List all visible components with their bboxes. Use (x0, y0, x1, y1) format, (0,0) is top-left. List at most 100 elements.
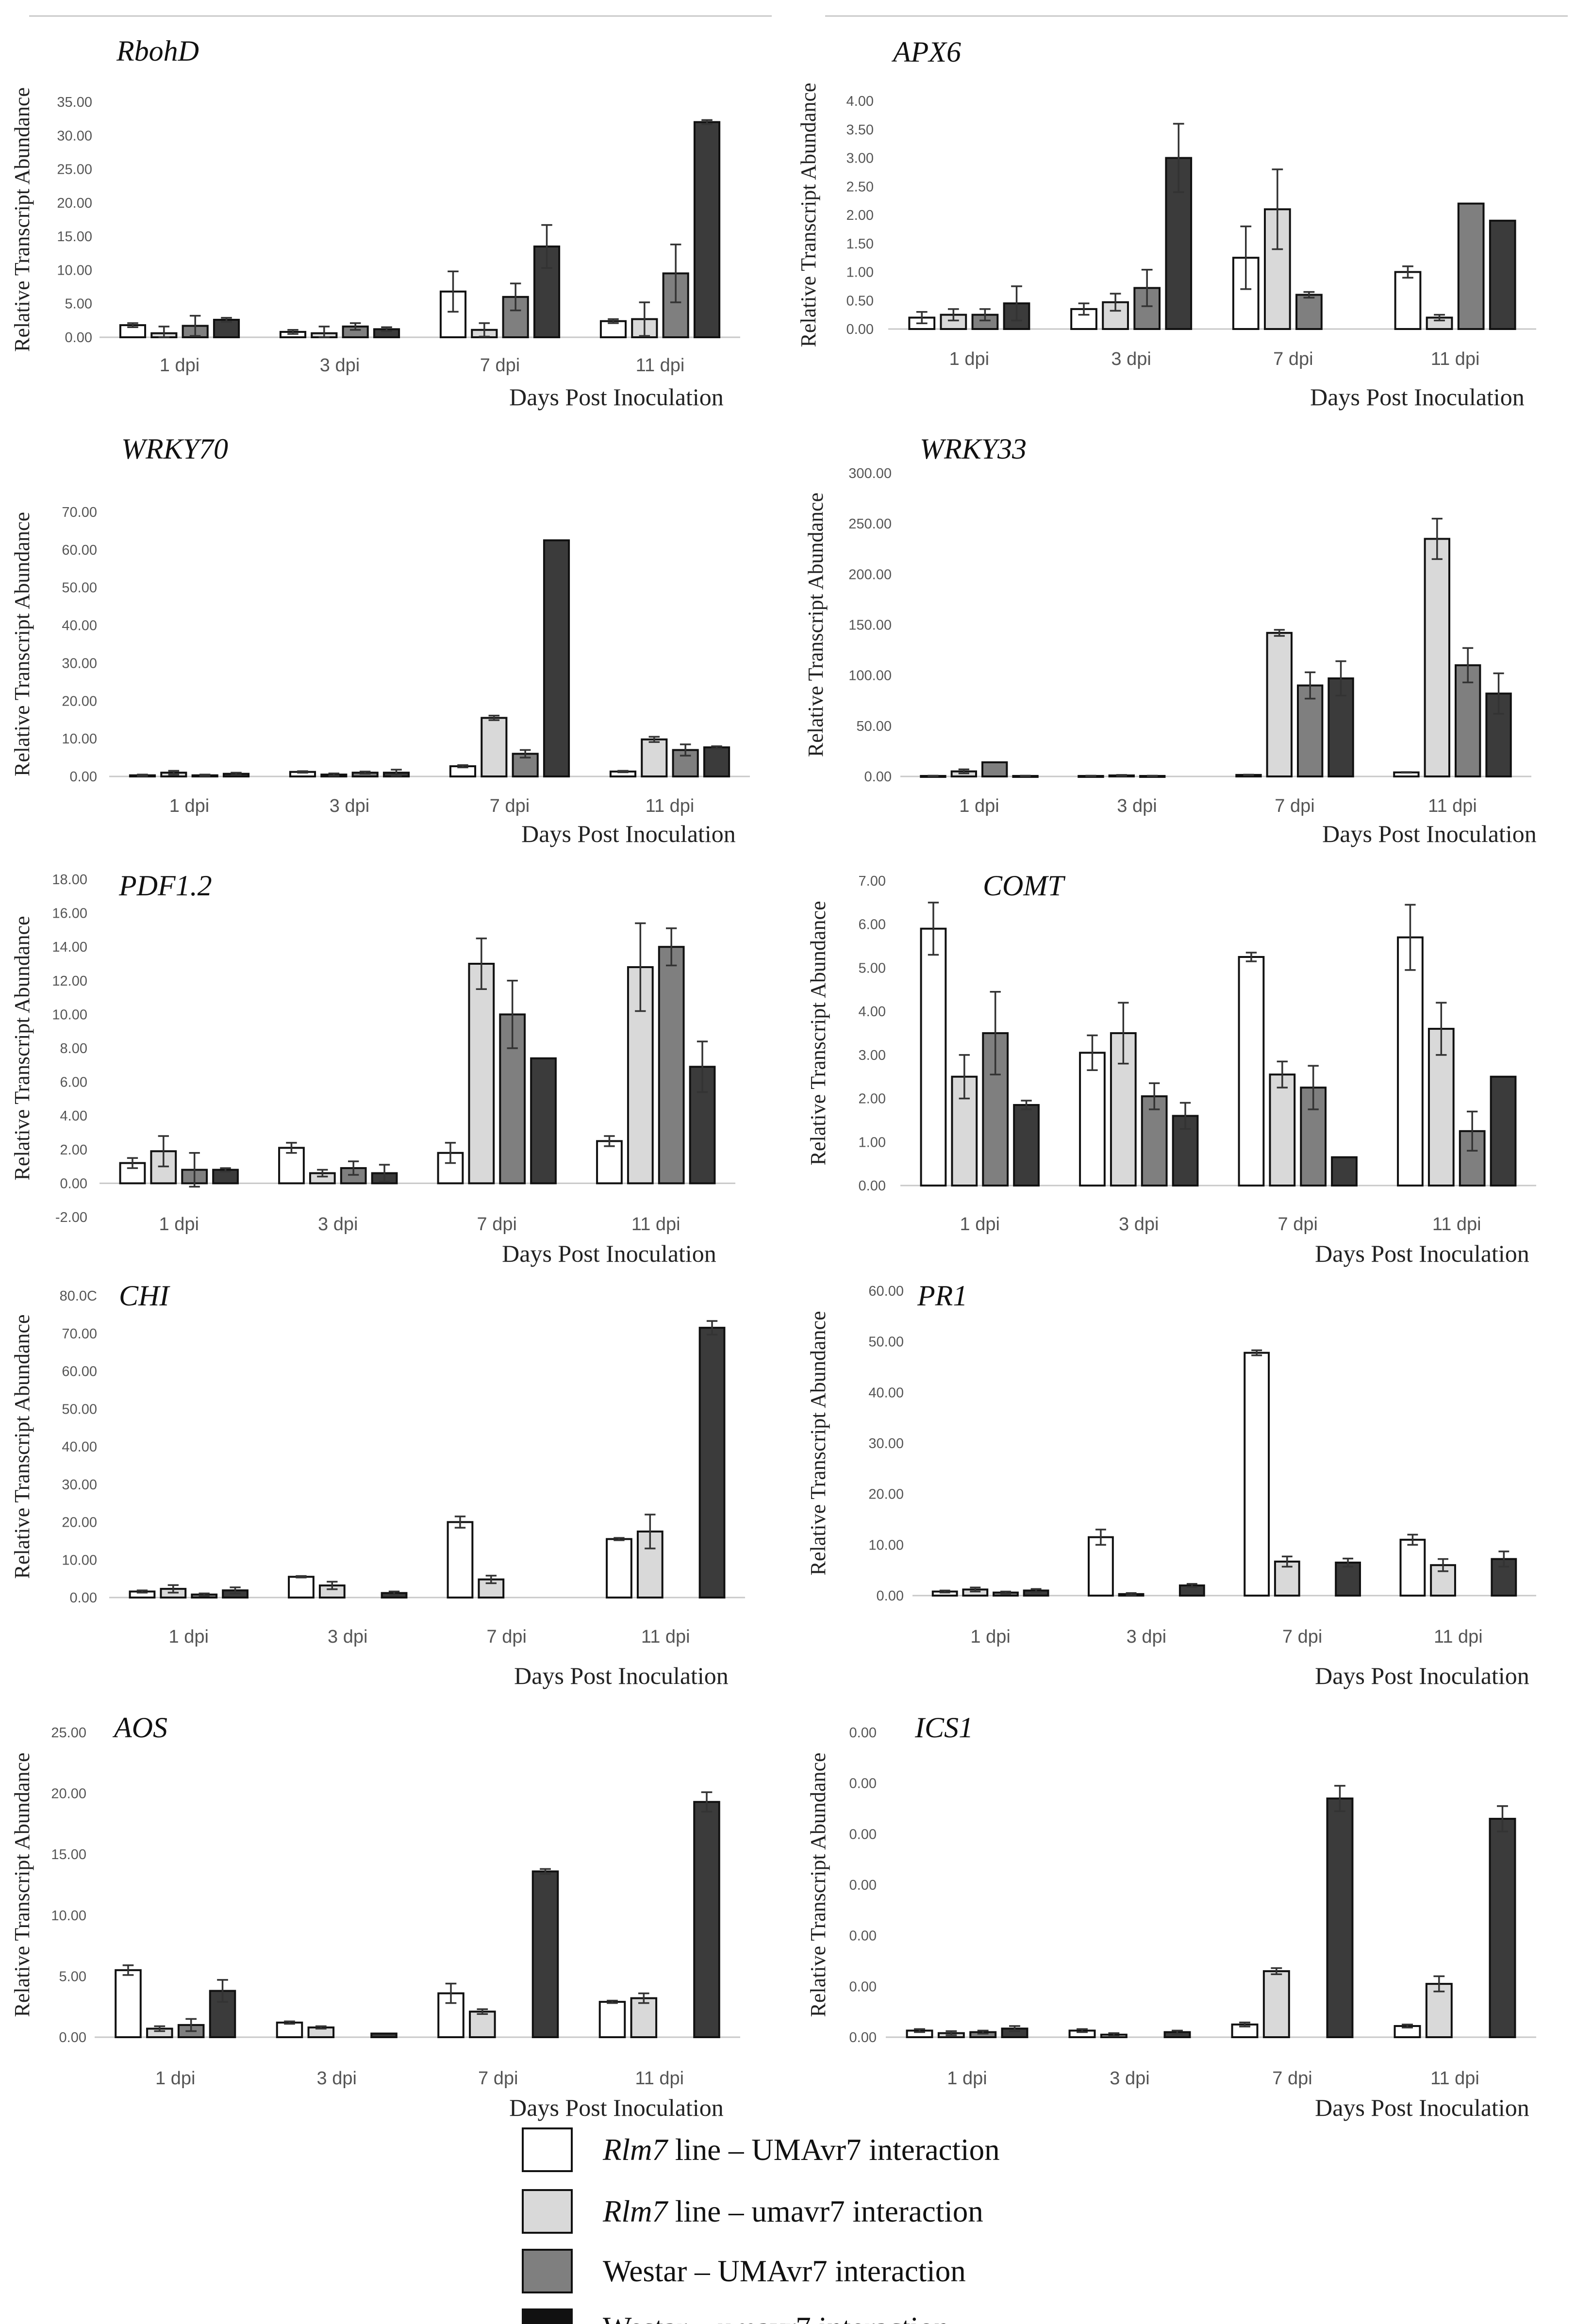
x-axis-label: Days Post Inoculation (514, 1662, 729, 1689)
error-bar (1147, 775, 1158, 777)
error-bar (1274, 629, 1285, 637)
y-tick-label: -2.00 (55, 1210, 87, 1225)
error-bar (488, 714, 500, 721)
legend-swatch (522, 2189, 573, 2234)
error-bar (607, 1999, 618, 2004)
error-bar (479, 322, 490, 338)
y-tick-label: 20.00 (62, 693, 97, 709)
y-tick-label: 10.00 (51, 1908, 86, 1924)
x-tick-label: 1 dpi (959, 796, 999, 816)
error-bar (136, 1589, 148, 1594)
bar (698, 1327, 726, 1599)
error-bar (939, 1589, 950, 1594)
x-tick-label: 1 dpi (960, 1214, 1000, 1235)
error-bar (916, 311, 928, 324)
x-axis-label: Days Post Inoculation (1315, 1662, 1529, 1689)
error-bar (1343, 1557, 1354, 1568)
y-tick-label: 4.00 (846, 94, 874, 109)
error-bar (189, 314, 201, 337)
bar (115, 1969, 142, 2039)
y-tick-label: 100.00 (848, 668, 892, 684)
error-bar (127, 322, 138, 328)
x-tick-label: 3 dpi (328, 1627, 367, 1647)
error-bar (1239, 2021, 1250, 2027)
error-bar (697, 1040, 708, 1093)
bar (530, 1057, 557, 1185)
error-bar (1438, 1558, 1449, 1572)
error-bar (1272, 168, 1283, 250)
x-tick-label: 1 dpi (169, 796, 209, 816)
x-tick-label: 11 dpi (635, 2068, 684, 2089)
x-tick-label: 7 dpi (487, 1627, 527, 1647)
y-tick-label: 20.00 (57, 196, 92, 211)
y-tick-label: 50.00 (62, 580, 97, 596)
y-tick-label: 4.00 (60, 1108, 87, 1124)
error-bar (645, 1514, 656, 1549)
bar (1297, 684, 1324, 777)
bar (447, 1521, 474, 1599)
error-bar (706, 1320, 718, 1335)
x-tick-label: 7 dpi (1275, 796, 1314, 816)
bar (1489, 219, 1516, 330)
error-bar (617, 770, 629, 774)
error-bar (454, 1516, 466, 1529)
y-tick-label: 0.00 (70, 1590, 97, 1606)
error-bar (519, 749, 531, 758)
bar (1397, 936, 1424, 1187)
chart-title: CHI (119, 1280, 170, 1312)
error-bar (485, 1575, 497, 1584)
x-axis-label: Days Post Inoculation (521, 820, 736, 847)
y-tick-label: 8.00 (60, 1041, 87, 1056)
x-axis-label: Days Post Inoculation (1315, 1240, 1529, 1267)
x-tick-label: 7 dpi (1278, 1214, 1318, 1235)
error-bar (1149, 1082, 1160, 1110)
y-tick-label: 60.00 (868, 1284, 904, 1299)
legend-label-italic: Rlm7 (603, 2132, 667, 2167)
y-tick-label: 2.50 (846, 179, 874, 195)
error-bar (315, 2025, 327, 2030)
y-tick-label: 0.00 (864, 769, 892, 785)
x-tick-label: 1 dpi (160, 355, 199, 376)
error-bar (701, 1791, 713, 1813)
error-bar (379, 1164, 390, 1183)
y-tick-label: 0.00 (60, 1176, 87, 1191)
y-tick-label: 10.00 (62, 731, 97, 747)
y-tick-label: 40.00 (868, 1385, 904, 1401)
y-tick-label: 60.00 (62, 1364, 97, 1380)
error-bar (540, 1868, 551, 1875)
error-bar (1011, 285, 1022, 322)
y-tick-label: 10.00 (57, 263, 92, 278)
error-bar (1172, 2029, 1183, 2035)
x-tick-label: 7 dpi (1273, 349, 1313, 369)
error-bar (286, 1142, 297, 1154)
error-bar (457, 764, 468, 769)
y-tick-label: 16.00 (52, 906, 87, 922)
error-bar (1493, 672, 1504, 715)
y-tick-label: 6.00 (859, 917, 886, 933)
error-bar (1303, 291, 1315, 299)
bar (599, 320, 627, 338)
error-bar (510, 282, 521, 312)
bar (288, 1576, 315, 1599)
x-tick-label: 11 dpi (1434, 1627, 1483, 1647)
bar (1274, 1560, 1300, 1597)
error-bar (1277, 1060, 1288, 1088)
legend-label-italic: Rlm7 (603, 2194, 667, 2228)
x-tick-label: 1 dpi (970, 1627, 1010, 1647)
y-tick-label: 3.00 (846, 151, 874, 166)
error-bar (1305, 671, 1316, 700)
legend-item-rlm7-umavr7-upper: Rlm7 line – UMAvr7 interaction (522, 2126, 1000, 2174)
error-bar (1009, 2025, 1020, 2032)
y-tick-label: 35.00 (57, 95, 92, 110)
bar (469, 2011, 496, 2039)
legend-item-rlm7-umavr7-lower: Rlm7 line – umavr7 interaction (522, 2187, 983, 2236)
x-tick-label: 3 dpi (320, 355, 360, 376)
x-tick-label: 3 dpi (317, 2068, 357, 2089)
x-axis-label: Days Post Inoculation (502, 1240, 716, 1267)
error-bar (359, 771, 371, 775)
error-bar (1436, 1002, 1447, 1056)
y-tick-label: 15.00 (51, 1847, 86, 1862)
error-bar (1126, 1592, 1137, 1596)
y-tick-label: 1.00 (846, 265, 874, 280)
